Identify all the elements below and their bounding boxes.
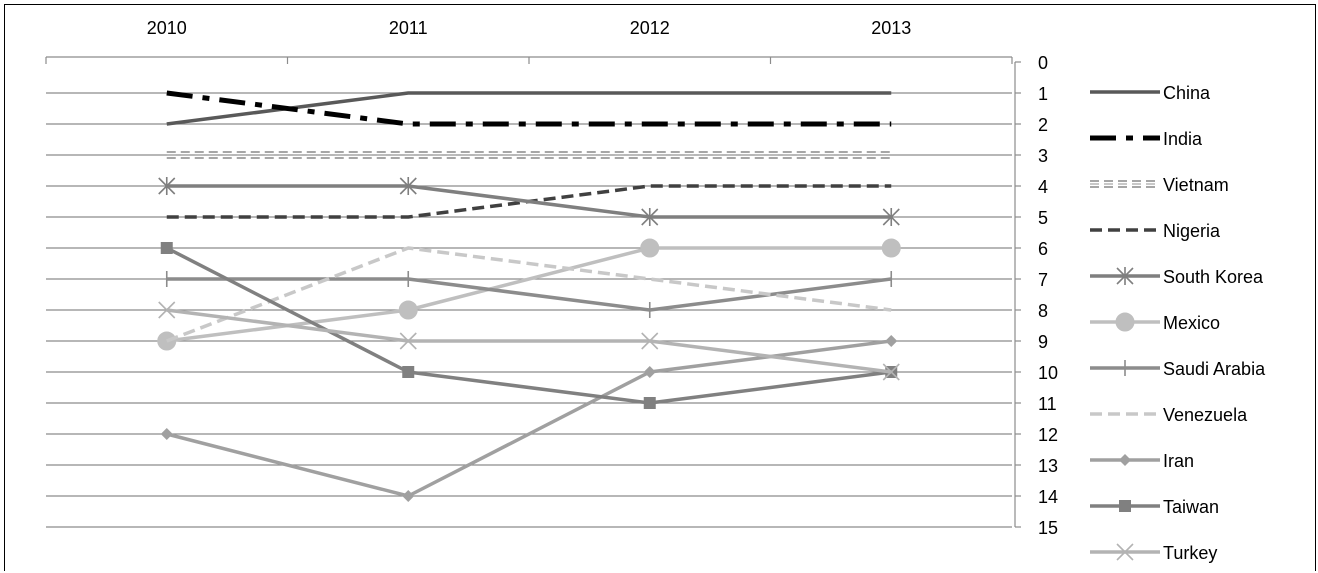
series-taiwan (160, 242, 898, 409)
data-point-star (641, 208, 659, 226)
data-point-diamond (1119, 454, 1131, 466)
y-tick-label: 14 (1038, 487, 1058, 507)
x-tick-label: 2010 (147, 18, 187, 38)
data-point-star (158, 177, 176, 195)
legend-item-taiwan: Taiwan (1090, 497, 1219, 517)
data-point-diamond (643, 366, 656, 378)
y-tick-label: 6 (1038, 239, 1048, 259)
series-line-india (166, 90, 892, 127)
legend-item-vietnam: Vietnam (1090, 175, 1229, 195)
y-tick-label: 1 (1038, 84, 1048, 104)
data-point-star (399, 177, 417, 195)
legend: China India Vietnam Nigeria South Korea Mexic… (1090, 83, 1266, 563)
y-tick-label: 8 (1038, 301, 1048, 321)
y-tick-label: 15 (1038, 518, 1058, 538)
legend-label: Mexico (1163, 313, 1220, 333)
legend-swatch (1090, 180, 1160, 188)
series-line-venezuela (166, 246, 892, 343)
legend-item-india: India (1090, 129, 1203, 149)
data-point-diamond (885, 335, 898, 347)
series-turkey (158, 301, 900, 381)
legend-label: South Korea (1163, 267, 1264, 287)
data-point-square (643, 397, 656, 409)
data-point-diamond (160, 428, 173, 440)
data-point-x (158, 301, 176, 319)
chart-frame (4, 4, 1316, 571)
axes (45, 56, 1021, 528)
x-tick-labels: 2010 2011 2012 2013 (147, 18, 912, 38)
series-line-vietnam (166, 151, 892, 159)
legend-label: Vietnam (1163, 175, 1229, 195)
legend-item-mexico: Mexico (1090, 312, 1220, 333)
y-tick-label: 13 (1038, 456, 1058, 476)
y-tick-label: 4 (1038, 177, 1048, 197)
series-line-saudi-arabia (166, 277, 892, 312)
x-tick-label: 2011 (389, 18, 428, 38)
data-point-star (882, 208, 900, 226)
series-line-iran (166, 339, 892, 498)
data-point-circle (398, 300, 418, 320)
legend-item-turkey: Turkey (1090, 543, 1217, 563)
x-tick-label: 2012 (630, 18, 670, 38)
data-point-x (399, 332, 417, 350)
series-vietnam (166, 151, 892, 159)
legend-item-saudi-arabia: Saudi Arabia (1090, 359, 1266, 379)
legend-item-iran: Iran (1090, 451, 1194, 471)
y-tick-label: 0 (1038, 53, 1048, 73)
data-point-circle (881, 238, 901, 258)
data-point-x (882, 363, 900, 381)
data-point-square (160, 242, 173, 254)
legend-item-venezuela: Venezuela (1090, 405, 1248, 425)
data-point-square (402, 366, 415, 378)
y-tick-label: 5 (1038, 208, 1048, 228)
legend-item-south-korea: South Korea (1090, 267, 1264, 287)
y-tick-label: 10 (1038, 363, 1058, 383)
legend-label: Taiwan (1163, 497, 1219, 517)
y-tick-label: 7 (1038, 270, 1048, 290)
y-tick-label: 2 (1038, 115, 1048, 135)
legend-label: China (1163, 83, 1211, 103)
y-tick-label: 11 (1038, 394, 1057, 414)
legend-label: Venezuela (1163, 405, 1248, 425)
data-point-diamond (402, 490, 415, 502)
series-line-turkey (166, 308, 892, 374)
series-venezuela (166, 246, 892, 343)
legend-item-nigeria: Nigeria (1090, 221, 1221, 241)
data-point-circle (1115, 312, 1135, 332)
series-india (166, 90, 892, 127)
series-line-south-korea (166, 184, 892, 219)
x-tick-label: 2013 (871, 18, 911, 38)
legend-label: Turkey (1163, 543, 1217, 563)
legend-label: Saudi Arabia (1163, 359, 1266, 379)
data-point-x (1116, 543, 1134, 561)
y-tick-label: 9 (1038, 332, 1048, 352)
series-lines (157, 90, 901, 502)
data-point-x (641, 332, 659, 350)
y-tick-label: 12 (1038, 425, 1058, 445)
series-saudi-arabia (165, 271, 893, 318)
data-point-square (1119, 500, 1131, 512)
data-point-circle (640, 238, 660, 258)
legend-item-china: China (1090, 83, 1211, 103)
legend-label: Nigeria (1163, 221, 1221, 241)
series-line-taiwan (165, 246, 892, 405)
y-tick-label: 3 (1038, 146, 1048, 166)
legend-label: Iran (1163, 451, 1194, 471)
legend-label: India (1163, 129, 1203, 149)
data-point-star (1116, 267, 1134, 285)
series-south-korea (158, 177, 900, 226)
